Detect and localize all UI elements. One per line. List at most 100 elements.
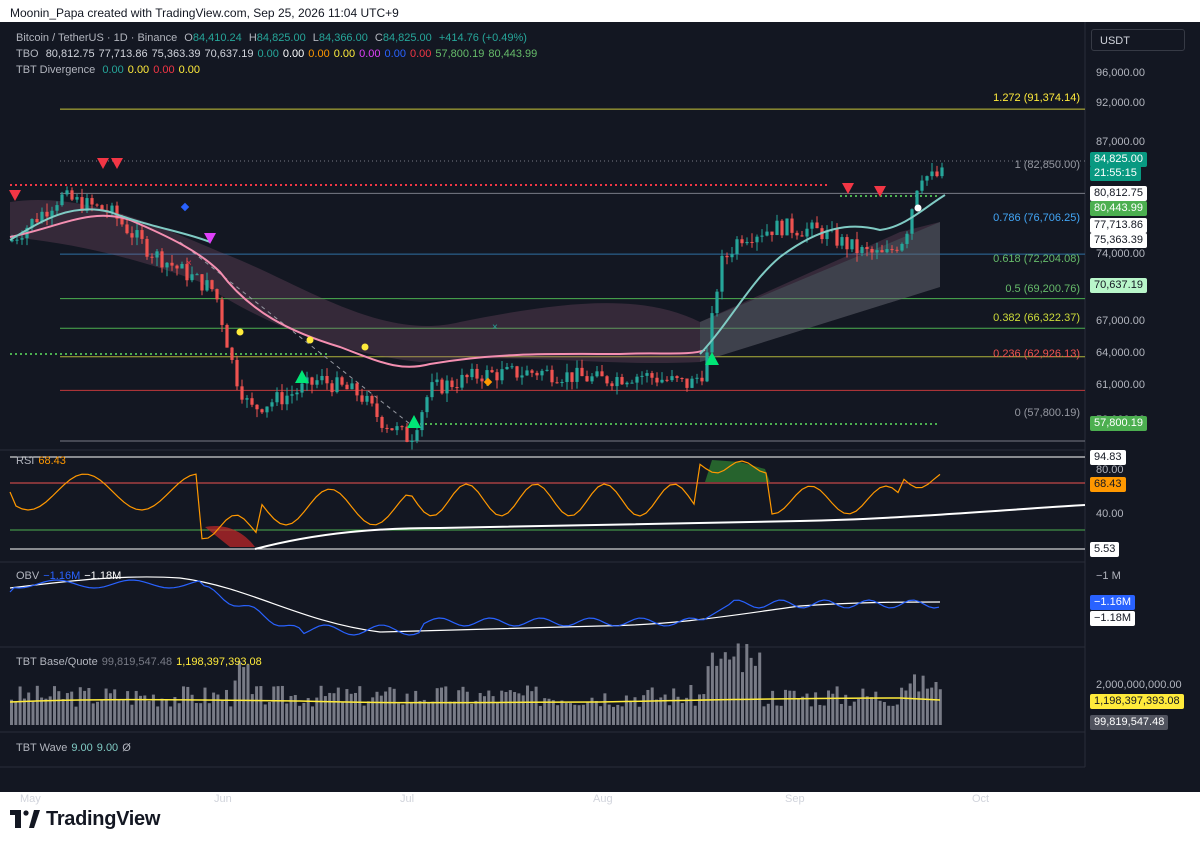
volume-bar [151,694,155,725]
tbt-wave-value-1: 9.00 [71,742,93,754]
volume-bar [749,657,753,725]
currency-button[interactable]: USDT [1091,29,1185,51]
chart-frame[interactable]: × × Bitcoin / TetherUS · 1D · Binance O84… [0,22,1200,805]
tradingview-logo[interactable]: TradingView [10,806,160,832]
volume-bar [642,695,646,725]
obv-label[interactable]: OBV [16,570,40,582]
volume-bar [908,683,912,725]
chart-canvas[interactable]: ×× [0,22,1200,792]
volume-bar [564,702,568,725]
volume-bar [629,701,633,725]
candle-body [850,239,854,250]
candle-body [50,210,54,217]
volume-bar [392,688,396,725]
volume-bar [216,694,220,725]
rsi-overbought-fill [705,460,770,482]
candle-body [470,368,474,378]
base-quote-legend[interactable]: TBT Base/Quote 99,819,547.48 1,198,397,393… [16,656,266,668]
tbo-legend[interactable]: TBO 80,812.75 77,713.86 75,363.39 70,637.19… [16,48,541,60]
candle-body [640,375,644,377]
white-dot-marker [914,204,922,212]
close-value: 84,825.00 [382,32,432,44]
low-label: L [312,32,319,44]
volume-bar [581,704,585,725]
candle-body [690,378,694,388]
candle-body [550,369,554,383]
candle-body [865,246,869,249]
tbo-value: 57,800.19 [435,48,485,60]
candle-body [765,231,769,236]
volume-bar [607,704,611,725]
volume-bar [186,686,190,725]
candle-body [845,237,849,250]
volume-bar [130,704,134,725]
volume-bar [710,652,714,725]
candle-body [635,376,639,383]
diamond-marker [483,377,493,387]
volume-bar [848,705,852,725]
candle-body [480,378,484,382]
volume-bar [319,685,323,725]
volume-bar [470,703,474,725]
volume-bar [538,705,542,725]
volume-bar [517,693,521,725]
candle-body [400,426,404,428]
candle-body [250,398,254,405]
volume-bar [844,694,848,725]
candle-body [570,372,574,382]
candle-body [870,248,874,253]
sell-signal-marker [111,158,123,169]
volume-bar [57,691,61,725]
tbt-divergence-legend[interactable]: TBT Divergence 0.00 0.00 0.00 0.00 [16,64,204,76]
tbt-divergence-label[interactable]: TBT Divergence [16,64,96,76]
tbo-label[interactable]: TBO [16,48,39,60]
tbo-value: 0.00 [359,48,381,60]
cross-marker: × [492,322,498,333]
candle-body [375,403,379,418]
volume-bar [431,701,435,725]
candle-body [365,395,369,402]
symbol-name[interactable]: Bitcoin / TetherUS · 1D · Binance [16,32,178,44]
candle-body [65,190,69,195]
volume-bar [917,691,921,725]
rsi-ma-line [254,504,1086,550]
volume-bar [779,705,783,725]
rsi-badge: 68.43 [1090,477,1126,492]
candle-body [670,376,674,381]
volume-bar [457,690,461,725]
base-quote-label[interactable]: TBT Base/Quote [16,656,98,668]
candle-body [10,239,14,242]
candle-body [515,366,519,378]
volume-average-line [9,697,941,704]
candle-body [580,367,584,377]
candle-body [425,397,429,413]
tbt-wave-label[interactable]: TBT Wave [16,742,68,754]
candle-body [700,377,704,382]
volume-bar [556,705,560,725]
rsi-label[interactable]: RSI [16,455,35,467]
symbol-legend[interactable]: Bitcoin / TetherUS · 1D · Binance O84,41… [16,32,531,44]
tbt-wave-legend[interactable]: TBT Wave 9.00 9.00 Ø [16,742,135,754]
fib-level-label: 1.272 (91,374.14) [993,92,1080,104]
candle-body [120,218,124,225]
volume-bar [397,703,400,725]
candle-body [735,239,739,255]
tbo-value: 0.00 [333,48,356,60]
candle-body [410,440,414,442]
tbo-value: 80,812.75 [45,48,95,60]
volume-bar [113,689,117,725]
volume-bar [409,701,413,725]
rsi-tick: 40.00 [1096,508,1124,520]
sell-signal-marker [97,158,109,169]
rsi-legend[interactable]: RSI 68.43 [16,455,70,467]
volume-bar [796,698,800,725]
obv-legend[interactable]: OBV −1.16M −1.18M [16,570,125,582]
candle-body [555,382,559,384]
volume-bars [10,643,942,725]
obv-value-2: −1.18M [84,570,122,582]
volume-bar [448,701,452,725]
volume-bar [18,686,22,725]
volume-bar [891,705,895,725]
candle-body [860,246,864,254]
tbt-divergence-value: 0.00 [102,64,124,76]
